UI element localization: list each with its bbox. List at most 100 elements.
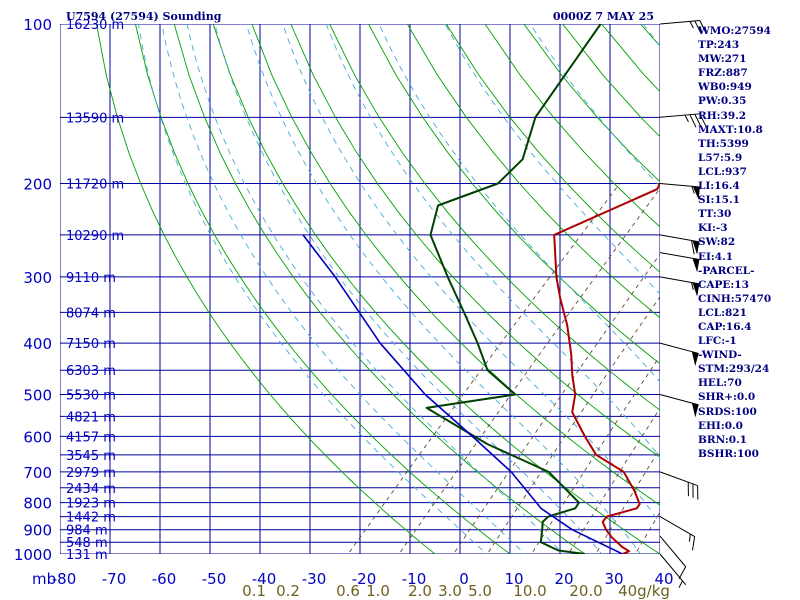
moist-adiabat-line <box>214 24 603 554</box>
wind-barb-half <box>691 282 694 290</box>
moist-adiabat-line <box>325 24 660 458</box>
dry-adiabat-line <box>368 24 660 365</box>
index-item: CINH:57470 <box>698 292 772 305</box>
index-item: WMO:27594 <box>698 25 771 37</box>
pressure-tick-label: 900 <box>23 522 52 540</box>
wind-barb-full <box>689 114 697 128</box>
index-item: BSHR:100 <box>698 447 759 460</box>
temperature-tick-label: -50 <box>202 570 227 588</box>
index-item: SW:82 <box>698 236 736 249</box>
index-item: L57:5.9 <box>698 151 743 164</box>
index-item: SI:15.1 <box>698 194 740 207</box>
mixing-ratio-label: 2.0 <box>408 582 432 600</box>
wind-barb-half <box>688 534 691 542</box>
index-item: HEL:70 <box>698 377 742 390</box>
height-label: 2434 m <box>66 482 116 497</box>
wind-barb <box>659 20 707 34</box>
plot-grid <box>60 24 800 565</box>
temperature-profile <box>553 181 660 554</box>
moist-adiabat-line <box>245 24 642 554</box>
dry-adiabat-line <box>173 24 586 554</box>
wind-barb-shaft <box>659 394 699 406</box>
wind-barb-flag <box>692 240 700 255</box>
wind-barb-shaft <box>659 535 687 568</box>
wind-barb-shaft <box>659 471 698 487</box>
wind-barbs <box>659 20 707 588</box>
temperature-tick-label: 40 <box>654 570 673 588</box>
index-item: TH:5399 <box>698 137 749 150</box>
temperature-tick-label: 30 <box>604 570 623 588</box>
wind-barb-full <box>694 20 702 34</box>
mixing-ratio-line <box>452 253 660 554</box>
pressure-unit-label: mb <box>32 570 56 588</box>
wind-barb-flag <box>691 351 699 367</box>
wind-barb-flag <box>692 282 700 297</box>
stability-indices-list: WMO:27594 TP:243 MW:271 FRZ:887 WB0:949 PW:0.… <box>698 24 771 461</box>
wind-barb <box>659 252 700 273</box>
index-item: MW:271 <box>698 53 747 66</box>
wind-barb <box>659 516 696 551</box>
temperature-tick-label: -40 <box>252 570 277 588</box>
wind-barb <box>659 342 699 367</box>
wind-barb-full <box>697 485 699 500</box>
temperature-tick-label: -80 <box>52 570 77 588</box>
index-item: CAP:16.4 <box>698 320 752 333</box>
height-label: 1923 m <box>66 497 116 512</box>
index-item: WB0:949 <box>698 81 752 94</box>
wind-barb-shaft <box>659 342 699 354</box>
moist-adiabat-line <box>161 24 526 554</box>
pressure-tick-label: 1000 <box>14 546 52 564</box>
wind-barb-shaft <box>659 252 700 261</box>
temperature-tick-label: 10 <box>504 570 523 588</box>
index-item: KI:-3 <box>698 222 728 235</box>
index-item: LCL:937 <box>698 165 747 178</box>
height-label: 4157 m <box>66 430 116 445</box>
height-label: 984 m <box>66 524 108 539</box>
wind-barb-full <box>692 483 694 498</box>
height-label: 4821 m <box>66 410 116 425</box>
mixing-ratio-label: 3.0 <box>438 582 462 600</box>
height-label: 11720 m <box>66 178 124 193</box>
height-label: 5530 m <box>66 388 116 403</box>
height-label: 7150 m <box>66 337 116 352</box>
wind-barb <box>659 183 700 200</box>
dry-adiabat-line <box>329 24 660 411</box>
index-item: -WIND- <box>698 349 742 362</box>
pressure-tick-label: 800 <box>23 495 52 513</box>
dry-adiabat-line <box>406 24 660 319</box>
height-label: 1442 m <box>66 511 116 526</box>
wind-barb-half <box>678 580 683 588</box>
dry-adiabat-line <box>96 24 436 554</box>
moist-adiabat-line <box>282 24 660 524</box>
wind-barb <box>659 535 687 580</box>
temperature-tick-label: -70 <box>102 570 127 588</box>
dry-adiabat-line <box>796 24 800 565</box>
wind-barb-shaft <box>659 516 695 538</box>
dry-adiabat-line <box>290 24 660 458</box>
wind-barb-half <box>689 21 694 29</box>
pressure-tick-label: 300 <box>23 269 52 287</box>
index-item: LFC:-1 <box>698 335 737 348</box>
mixing-ratio-label: 40g/kg <box>618 582 670 600</box>
wind-barb-shaft <box>659 553 687 585</box>
height-label: 2979 m <box>66 466 116 481</box>
index-item: RH:39.2 <box>698 109 747 122</box>
temperature-tick-label: -20 <box>352 570 377 588</box>
wind-barb-half <box>691 186 695 194</box>
wind-barb-full <box>691 536 696 551</box>
wind-barb-flag <box>691 403 699 418</box>
index-item: SRDS:100 <box>698 405 757 418</box>
index-item: FRZ:887 <box>698 67 748 80</box>
wind-barb <box>659 234 700 255</box>
wind-barb-shaft <box>659 276 700 285</box>
height-label: 16230 m <box>66 18 124 33</box>
temperature-tick-label: 0 <box>459 570 469 588</box>
parcel-path <box>302 234 623 554</box>
mixing-ratio-label: 1.0 <box>366 582 390 600</box>
index-item: LCL:821 <box>698 306 747 319</box>
height-label: 548 m <box>66 536 108 551</box>
wind-barb <box>659 394 699 418</box>
height-label: 13590 m <box>66 111 124 126</box>
valid-time: 0000Z 7 MAY 25 <box>553 10 654 23</box>
